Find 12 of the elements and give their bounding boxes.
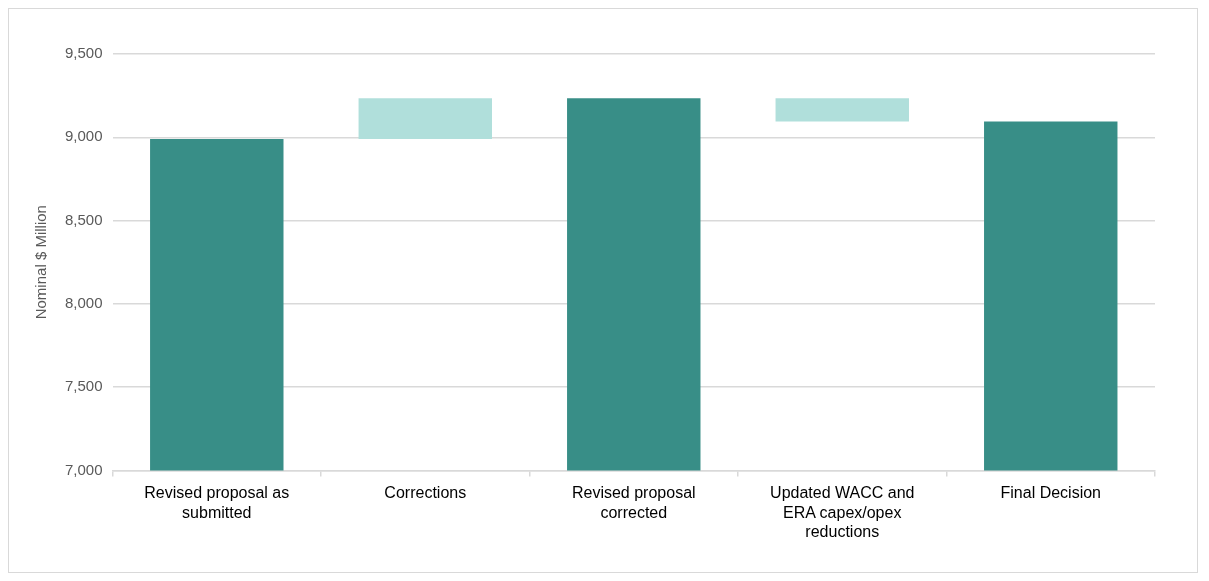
y-tick-label: 8,500 [64, 210, 103, 228]
y-tick-label: 7,500 [64, 377, 103, 395]
x-tick-label: Revised proposal as submitted [144, 484, 290, 521]
x-tick-label: Revised proposal corrected [571, 484, 696, 521]
x-tick-label: Corrections [384, 484, 467, 502]
y-tick-label: 7,000 [64, 460, 103, 478]
y-axis-title: Nominal $ Million [32, 205, 50, 320]
y-tick-label: 8,000 [64, 293, 103, 311]
y-tick-label: 9,000 [64, 127, 103, 145]
y-tick-label: 9,500 [64, 44, 103, 62]
x-tick-label: Updated WACC and ERA capex/opex reductions [770, 484, 915, 540]
x-tick-label: Final Decision [1000, 484, 1101, 502]
